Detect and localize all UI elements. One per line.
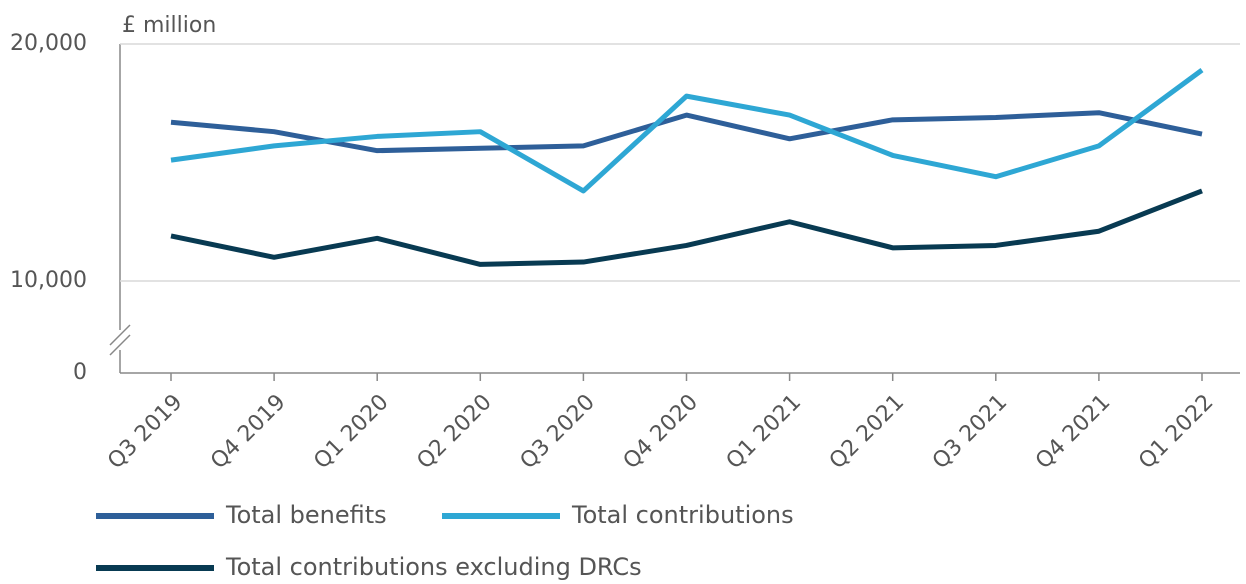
x-tick-label: Q3 2019 [103,390,187,474]
x-tick-label: Q3 2020 [516,390,600,474]
line [170,188,1203,267]
y-tick-label: 0 [73,360,87,385]
x-tick-label: Q3 2021 [928,390,1012,474]
x-tick-label: Q1 2021 [722,390,806,474]
line [170,110,1203,154]
x-tick-label: Q2 2020 [412,390,496,474]
line [170,68,1204,194]
axis-break [109,324,131,356]
y-axis-label: £ million [122,13,216,38]
legend-label: Total contributions excluding DRCs [225,553,642,581]
legend-label: Total benefits [225,501,387,529]
y-tick-label: 10,000 [10,268,87,293]
x-tick-label: Q4 2021 [1031,390,1115,474]
x-tick-label: Q1 2020 [309,390,393,474]
y-tick-label: 20,000 [10,31,87,56]
x-tick-label: Q1 2022 [1134,390,1218,474]
x-tick-label: Q4 2020 [619,390,703,474]
x-tick-label: Q2 2021 [825,390,909,474]
x-tick-label: Q4 2019 [206,390,290,474]
legend-label: Total contributions [571,501,794,529]
